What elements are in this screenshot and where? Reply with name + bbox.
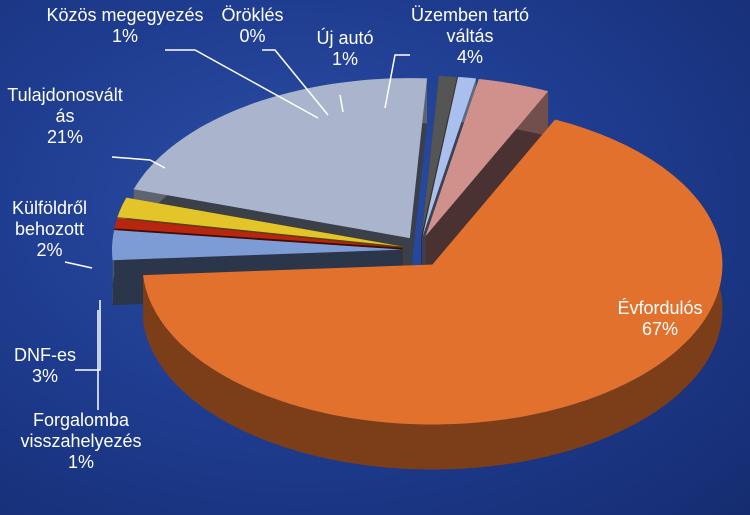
slice-label: Külföldről behozott 2% [2, 198, 97, 261]
value-label: 1% [331, 49, 358, 69]
slice [425, 79, 549, 237]
slice-side [409, 78, 427, 284]
value-label: 4% [456, 47, 483, 67]
slice-label: Évfordulós 67% [595, 298, 725, 340]
category-name: Öröklés [221, 5, 284, 25]
slice-group [143, 119, 723, 470]
value-label: 67% [641, 319, 679, 339]
slice [133, 78, 427, 239]
value-label: 3% [31, 366, 58, 386]
slice [143, 119, 723, 425]
leader-line [111, 156, 166, 169]
leader-line [262, 49, 329, 116]
value-label: 0% [239, 26, 266, 46]
leader-line [75, 300, 101, 371]
slice [422, 76, 458, 236]
slice-side [425, 91, 549, 282]
category-name: Új autó [316, 28, 374, 48]
slice-label: Üzemben tartó váltás 4% [395, 5, 545, 68]
slice-label: Új autó 1% [300, 28, 390, 70]
leader-line [165, 49, 319, 119]
slice [117, 197, 403, 247]
category-name: Évfordulós [617, 298, 703, 318]
category-name: Külföldről behozott [11, 198, 88, 239]
slice-label: Közös megegyezés 1% [45, 5, 205, 47]
value-label: 2% [36, 240, 63, 260]
leader-line [339, 94, 344, 113]
leader-line [384, 54, 410, 109]
slice-label: Forgalomba visszahelyezés 1% [5, 410, 157, 473]
slice [114, 218, 403, 248]
slice-label: DNF-es 3% [5, 345, 85, 387]
category-name: DNF-es [14, 345, 76, 365]
value-label: 1% [111, 26, 138, 46]
leader-line [64, 261, 93, 269]
slice-label: Öröklés 0% [205, 5, 300, 47]
slice [421, 75, 457, 236]
slice-label: Tulajdonosváltás 21% [5, 85, 125, 148]
category-name: Tulajdonosváltás [7, 85, 123, 126]
category-name: Üzemben tartó váltás [410, 5, 530, 46]
value-label: 1% [67, 452, 94, 472]
category-name: Forgalomba visszahelyezés [20, 410, 142, 451]
category-name: Közös megegyezés [46, 5, 204, 25]
slice-group [425, 79, 549, 282]
slice [112, 230, 402, 261]
value-label: 21% [46, 127, 84, 147]
slice [422, 77, 477, 236]
